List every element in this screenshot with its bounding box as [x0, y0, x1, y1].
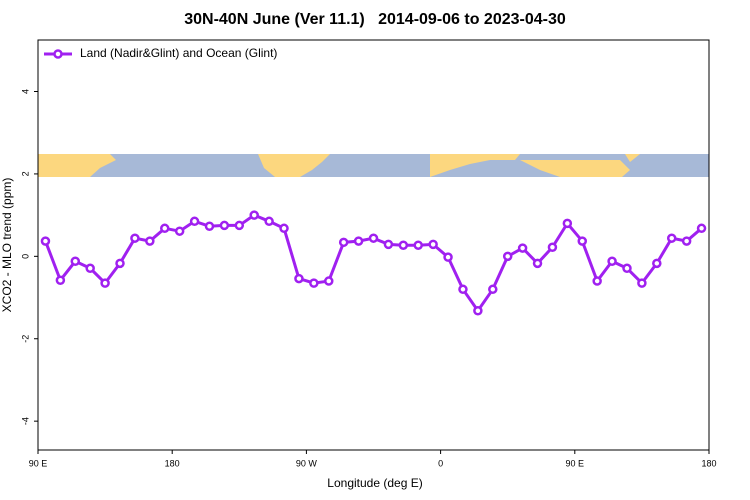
point [622, 263, 632, 274]
point [517, 243, 528, 253]
point [115, 258, 125, 269]
x-tick-label: 180 [701, 458, 716, 468]
point [204, 221, 215, 232]
point [353, 236, 364, 246]
point [502, 251, 513, 262]
point [55, 275, 66, 285]
point [85, 263, 95, 274]
y-tick-label: 0 [20, 254, 30, 259]
point [607, 256, 617, 267]
point [488, 284, 498, 295]
point [592, 276, 602, 286]
point [159, 223, 170, 234]
x-tick-label: 90 W [296, 458, 318, 468]
point [652, 258, 662, 269]
point [309, 278, 319, 288]
plot-frame [37, 39, 710, 451]
point [234, 220, 245, 231]
point [249, 210, 259, 220]
y-tick-label: 2 [20, 171, 30, 176]
x-axis-label: Longitude (deg E) [327, 476, 422, 490]
y-axis-label: XCO2 - MLO trend (ppm) [0, 178, 14, 313]
point [681, 236, 692, 246]
point [174, 226, 185, 236]
point [338, 237, 349, 248]
map-strip [38, 154, 709, 177]
point [189, 216, 200, 227]
point [383, 239, 394, 250]
point [279, 223, 289, 234]
point [562, 218, 573, 229]
point [130, 233, 140, 243]
point [368, 233, 379, 243]
point [577, 236, 588, 246]
legend-marker [53, 49, 63, 59]
point [532, 258, 543, 269]
y-tick-label: -4 [20, 417, 30, 425]
point [637, 278, 647, 288]
point [547, 242, 558, 253]
point [398, 240, 409, 250]
point [413, 240, 423, 250]
point [428, 239, 438, 250]
y-tick-label: -2 [20, 335, 30, 343]
point [219, 220, 230, 231]
point [294, 273, 304, 284]
point [696, 223, 707, 234]
x-tick-label: 0 [438, 458, 443, 468]
point [458, 284, 468, 295]
y-tick-label: 4 [20, 89, 30, 94]
point [264, 216, 274, 227]
point [666, 233, 677, 243]
point [443, 252, 453, 262]
chart-title: 30N-40N June (Ver 11.1) 2014-09-06 to 20… [184, 11, 566, 28]
point [324, 276, 334, 286]
point [145, 236, 155, 246]
point [40, 236, 51, 246]
point [473, 305, 483, 316]
point [100, 278, 110, 288]
point [70, 256, 81, 267]
series-line [44, 213, 703, 314]
legend-label: Land (Nadir&Glint) and Ocean (Glint) [80, 46, 277, 60]
x-tick-label: 90 E [29, 458, 48, 468]
x-tick-label: 180 [165, 458, 180, 468]
x-tick-label: 90 E [566, 458, 585, 468]
